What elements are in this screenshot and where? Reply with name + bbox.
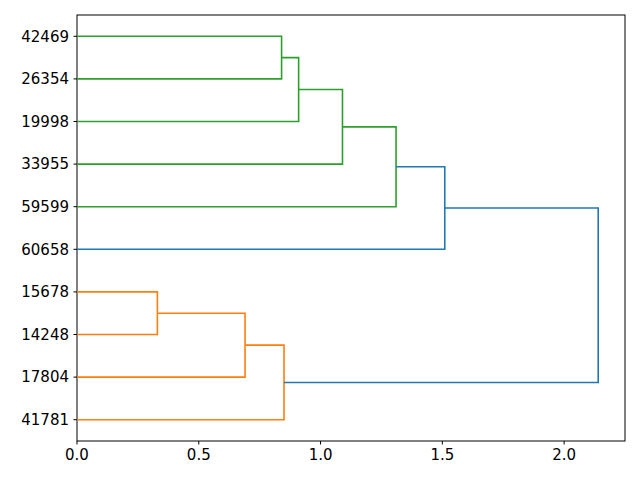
x-tick-label: 2.0	[552, 446, 576, 464]
y-leaf-label: 15678	[21, 283, 69, 301]
x-tick-label: 0.5	[187, 446, 211, 464]
y-leaf-label: 19998	[21, 113, 69, 131]
y-leaf-label: 60658	[21, 241, 69, 259]
y-leaf-label: 41781	[21, 411, 69, 429]
x-tick-label: 1.0	[309, 446, 333, 464]
y-leaf-label: 14248	[21, 326, 69, 344]
y-leaf-label: 33955	[21, 155, 69, 173]
x-tick-label: 1.5	[430, 446, 454, 464]
y-leaf-label: 42469	[21, 28, 69, 46]
dendrogram-chart: 42469 26354 19998 33955 59599 60658 15678 14248…	[0, 0, 640, 480]
dendrogram-figure: 42469 26354 19998 33955 59599 60658 15678 14248…	[0, 0, 640, 480]
y-leaf-label: 17804	[21, 368, 69, 386]
y-leaf-label: 26354	[21, 70, 69, 88]
x-tick-label: 0.0	[65, 446, 89, 464]
y-leaf-label: 59599	[21, 198, 69, 216]
